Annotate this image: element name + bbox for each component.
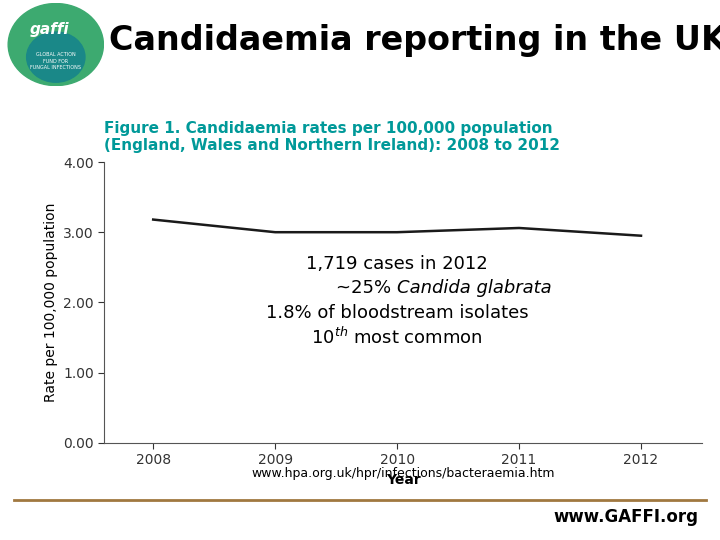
Text: GLOBAL ACTION
FUND FOR
FUNGAL INFECTIONS: GLOBAL ACTION FUND FOR FUNGAL INFECTIONS: [30, 52, 81, 70]
Text: 1.8% of bloodstream isolates: 1.8% of bloodstream isolates: [266, 304, 528, 322]
Text: www.GAFFI.org: www.GAFFI.org: [554, 508, 698, 525]
Text: $10^{th}$ most common: $10^{th}$ most common: [311, 327, 483, 348]
Circle shape: [8, 4, 104, 85]
Text: (England, Wales and Northern Ireland): 2008 to 2012: (England, Wales and Northern Ireland): 2…: [104, 138, 560, 153]
Y-axis label: Rate per 100,000 population: Rate per 100,000 population: [44, 202, 58, 402]
Text: Candidaemia reporting in the UK: Candidaemia reporting in the UK: [109, 24, 720, 57]
Text: ~25%: ~25%: [336, 279, 397, 298]
Text: Figure 1. Candidaemia rates per 100,000 population: Figure 1. Candidaemia rates per 100,000 …: [104, 122, 553, 137]
Text: 1,719 cases in 2012: 1,719 cases in 2012: [306, 255, 488, 273]
Text: gaffi: gaffi: [30, 22, 70, 37]
Circle shape: [27, 32, 85, 82]
Text: Candida glabrata: Candida glabrata: [397, 279, 552, 298]
Text: www.hpa.org.uk/hpr/infections/bacteraemia.htm: www.hpa.org.uk/hpr/infections/bacteraemi…: [251, 467, 555, 480]
X-axis label: Year: Year: [386, 473, 420, 487]
